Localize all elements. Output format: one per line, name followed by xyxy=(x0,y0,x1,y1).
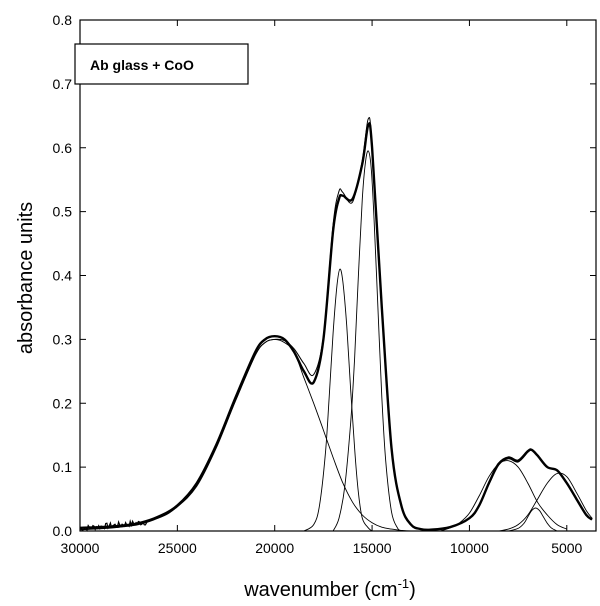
y-axis-title: absorbance units xyxy=(15,202,37,354)
x-axis: 30000 25000 20000 15000 10000 5000 xyxy=(61,20,583,556)
measured-noise-segment xyxy=(79,518,149,532)
x-tick-label: 15000 xyxy=(353,540,392,556)
y-tick-label: 0.3 xyxy=(53,331,73,347)
x-tick-label: 10000 xyxy=(450,540,489,556)
x-tick-label: 25000 xyxy=(158,540,197,556)
y-tick-label: 0.1 xyxy=(53,459,73,475)
gaussian-component-line xyxy=(303,268,373,532)
fitted-spectrum-line xyxy=(79,117,593,531)
y-tick-label: 0.2 xyxy=(53,395,73,411)
y-tick-label: 0.6 xyxy=(53,140,73,156)
x-tick-label: 20000 xyxy=(255,540,294,556)
gaussian-component-line xyxy=(508,507,558,532)
curves xyxy=(79,117,593,532)
x-tick-label: 30000 xyxy=(61,540,100,556)
x-axis-title: wavenumber (cm-1) xyxy=(243,576,416,601)
x-axis-title-exponent: -1 xyxy=(398,576,410,591)
y-tick-label: 0.8 xyxy=(53,12,73,28)
y-tick-label: 0.0 xyxy=(53,523,73,539)
x-axis-title-main: wavenumber (cm xyxy=(243,579,397,601)
legend: Ab glass + CoO xyxy=(74,43,249,85)
y-tick-label: 0.4 xyxy=(53,268,73,284)
gaussian-component-line xyxy=(498,472,593,532)
y-tick-label: 0.7 xyxy=(53,76,73,92)
measured-spectrum-line xyxy=(79,122,593,532)
y-axis: 0.0 0.1 0.2 0.3 0.4 0.5 0.6 0.7 0.8 xyxy=(53,12,596,539)
gaussian-component-line xyxy=(79,338,431,532)
y-tick-label: 0.5 xyxy=(53,204,73,220)
gaussian-component-line xyxy=(440,460,568,532)
legend-box xyxy=(74,43,249,85)
x-tick-label: 5000 xyxy=(551,540,582,556)
gaussian-component-line xyxy=(332,150,402,532)
legend-label: Ab glass + CoO xyxy=(90,57,194,73)
x-axis-title-close: ) xyxy=(409,579,416,601)
